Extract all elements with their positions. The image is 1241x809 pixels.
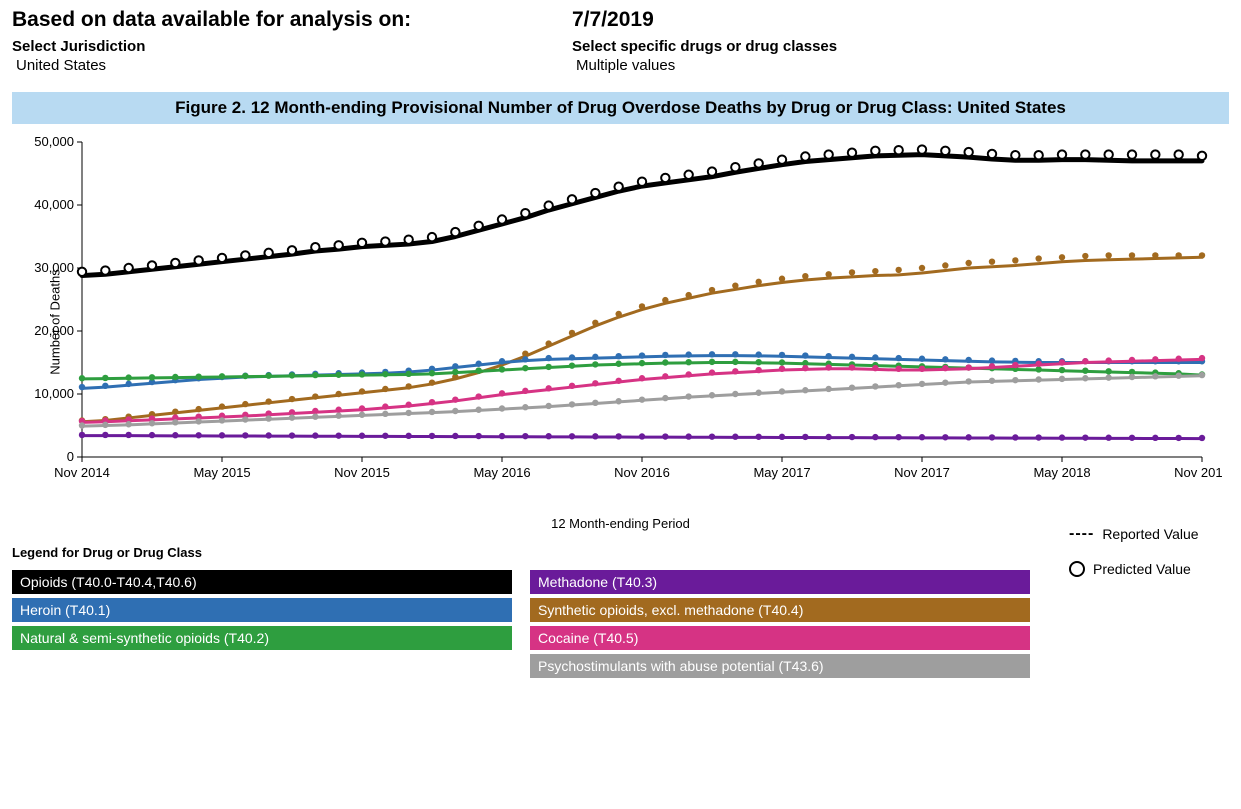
reported-value-legend: ---- Reported Value bbox=[1069, 525, 1229, 543]
header-right: 7/7/2019 Select specific drugs or drug c… bbox=[572, 8, 1229, 74]
chart: Number of Deaths 010,00020,00030,00040,0… bbox=[12, 132, 1222, 512]
legend-item[interactable]: Synthetic opioids, excl. methadone (T40.… bbox=[530, 598, 1030, 622]
svg-text:May 2018: May 2018 bbox=[1033, 465, 1090, 480]
header-left: Based on data available for analysis on:… bbox=[12, 8, 572, 74]
jurisdiction-value[interactable]: United States bbox=[16, 57, 572, 74]
legend-item[interactable]: Opioids (T40.0-T40.4,T40.6) bbox=[12, 570, 512, 594]
svg-text:May 2017: May 2017 bbox=[753, 465, 810, 480]
analysis-date-value: 7/7/2019 bbox=[572, 8, 1229, 32]
svg-text:Nov 2016: Nov 2016 bbox=[614, 465, 670, 480]
svg-text:0: 0 bbox=[67, 449, 74, 464]
drugs-value[interactable]: Multiple values bbox=[576, 57, 1229, 74]
drugs-label: Select specific drugs or drug classes bbox=[572, 38, 1229, 55]
svg-text:Nov 2015: Nov 2015 bbox=[334, 465, 390, 480]
svg-text:Nov 2018: Nov 2018 bbox=[1174, 465, 1222, 480]
legend-item[interactable]: Methadone (T40.3) bbox=[530, 570, 1030, 594]
svg-text:Nov 2014: Nov 2014 bbox=[54, 465, 110, 480]
jurisdiction-label: Select Jurisdiction bbox=[12, 38, 572, 55]
dash-icon: ---- bbox=[1069, 525, 1094, 543]
svg-text:May 2015: May 2015 bbox=[193, 465, 250, 480]
analysis-date-label: Based on data available for analysis on: bbox=[12, 8, 572, 32]
y-axis-label: Number of Deaths bbox=[47, 269, 62, 375]
predicted-value-legend: Predicted Value bbox=[1069, 561, 1229, 577]
predicted-label: Predicted Value bbox=[1093, 561, 1191, 577]
svg-text:40,000: 40,000 bbox=[34, 197, 74, 212]
legend-item[interactable]: Psychostimulants with abuse potential (T… bbox=[530, 654, 1030, 678]
reported-label: Reported Value bbox=[1102, 526, 1198, 542]
legend: Legend for Drug or Drug Class Opioids (T… bbox=[12, 545, 1229, 678]
header: Based on data available for analysis on:… bbox=[12, 8, 1229, 74]
legend-line-type: ---- Reported Value Predicted Value bbox=[1069, 525, 1229, 577]
svg-text:May 2016: May 2016 bbox=[473, 465, 530, 480]
x-axis-label: 12 Month-ending Period bbox=[12, 516, 1229, 531]
figure-title: Figure 2. 12 Month-ending Provisional Nu… bbox=[12, 92, 1229, 124]
chart-svg: 010,00020,00030,00040,00050,000Nov 2014M… bbox=[12, 132, 1222, 512]
legend-col-2: Methadone (T40.3) Synthetic opioids, excl… bbox=[530, 570, 1030, 678]
svg-text:Nov 2017: Nov 2017 bbox=[894, 465, 950, 480]
svg-text:50,000: 50,000 bbox=[34, 134, 74, 149]
legend-item[interactable]: Cocaine (T40.5) bbox=[530, 626, 1030, 650]
legend-item[interactable]: Natural & semi-synthetic opioids (T40.2) bbox=[12, 626, 512, 650]
circle-icon bbox=[1069, 561, 1085, 577]
legend-item[interactable]: Heroin (T40.1) bbox=[12, 598, 512, 622]
svg-text:10,000: 10,000 bbox=[34, 386, 74, 401]
legend-col-1: Opioids (T40.0-T40.4,T40.6) Heroin (T40.1… bbox=[12, 570, 512, 678]
legend-columns: Opioids (T40.0-T40.4,T40.6) Heroin (T40.1… bbox=[12, 570, 1069, 678]
legend-title: Legend for Drug or Drug Class bbox=[12, 545, 1069, 560]
